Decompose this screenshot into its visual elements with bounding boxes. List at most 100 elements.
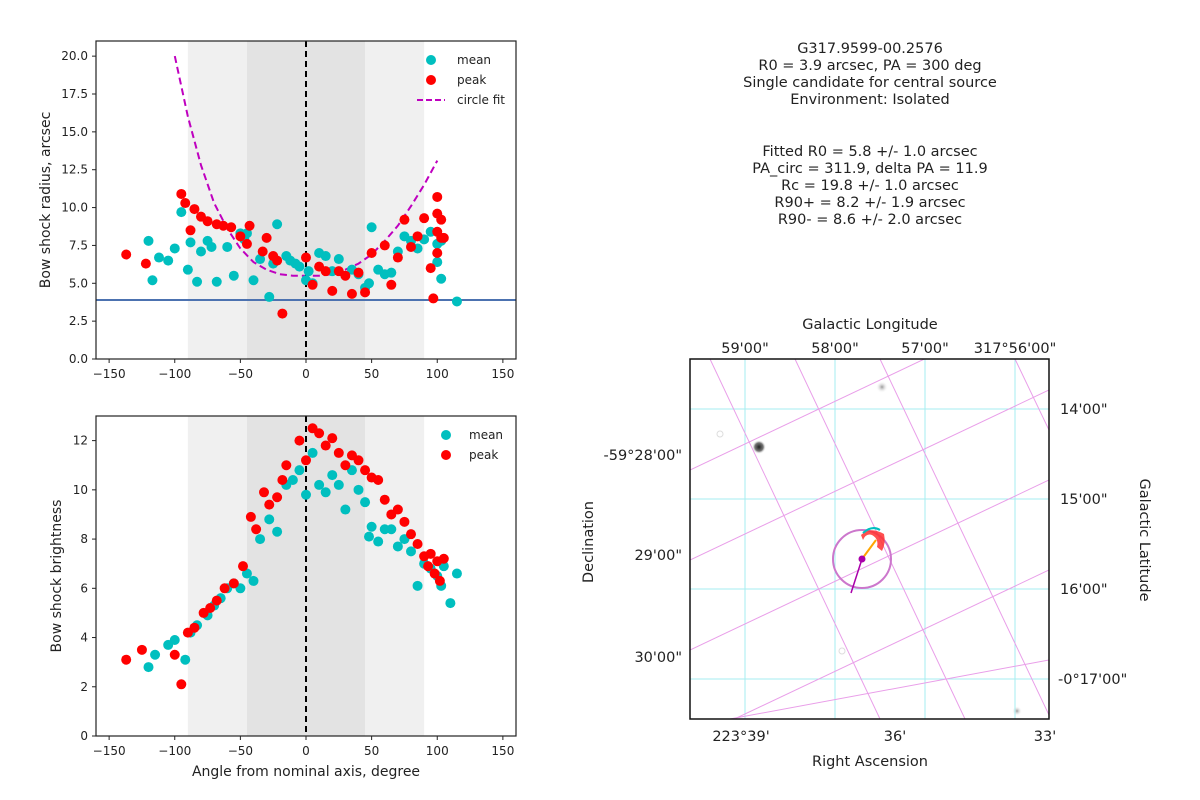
peak-point bbox=[320, 440, 331, 451]
mean-point bbox=[432, 257, 443, 268]
mean-point bbox=[150, 649, 161, 660]
sky-map: Galactic Longitude 59'00" 58'00" 57'00" … bbox=[581, 317, 1152, 770]
peak-point bbox=[373, 475, 384, 485]
mean-point bbox=[154, 252, 164, 263]
declination-title: Declination bbox=[581, 501, 597, 583]
peak-point bbox=[272, 492, 283, 503]
peak-point bbox=[238, 561, 248, 572]
mean-point bbox=[364, 531, 374, 542]
peak-point bbox=[379, 240, 390, 251]
legend-peak-label: peak bbox=[469, 448, 498, 462]
mean-point bbox=[386, 524, 397, 535]
radius-plot-x-ticks: −150 −100 −50 0 50 100 150 bbox=[93, 359, 514, 381]
mean-point bbox=[182, 264, 193, 275]
brightness-plot-points bbox=[121, 423, 462, 690]
fit-circle bbox=[832, 529, 892, 589]
faint-star bbox=[1012, 706, 1022, 716]
bright-star bbox=[752, 440, 766, 454]
info-environment: Environment: Isolated bbox=[790, 92, 950, 108]
fit-r0: Fitted R0 = 5.8 +/- 1.0 arcsec bbox=[762, 144, 977, 160]
peak-point bbox=[176, 188, 187, 199]
peak-point bbox=[235, 231, 246, 242]
x-tick-label: −50 bbox=[228, 744, 253, 758]
peak-point bbox=[211, 595, 222, 606]
peak-point bbox=[189, 204, 200, 215]
x-tick-label: −100 bbox=[158, 367, 191, 381]
peak-point bbox=[169, 649, 180, 660]
galactic-longitude-title: Galactic Longitude bbox=[802, 317, 937, 333]
peak-point bbox=[392, 252, 403, 263]
brightness-plot-x-ticks: −150 −100 −50 0 50 100 150 bbox=[93, 736, 514, 758]
peak-point bbox=[121, 249, 132, 260]
mean-point bbox=[196, 246, 206, 257]
mean-point bbox=[163, 255, 174, 266]
bottom-tick-label: 33' bbox=[1034, 729, 1056, 745]
peak-point bbox=[399, 516, 410, 527]
info-candidate: Single candidate for central source bbox=[743, 75, 997, 91]
peak-point bbox=[360, 465, 371, 476]
peak-point bbox=[301, 455, 311, 466]
brightness-plot-y-ticks: 0 2 4 6 8 10 12 bbox=[73, 434, 96, 743]
galactic-latitude-title: Galactic Latitude bbox=[1136, 479, 1152, 602]
y-tick-label: 15.0 bbox=[61, 125, 88, 139]
y-tick-label: 4 bbox=[80, 631, 88, 645]
mean-point bbox=[206, 241, 217, 252]
x-tick-label: 150 bbox=[491, 744, 514, 758]
central-source-marker bbox=[858, 555, 866, 563]
x-tick-label: −150 bbox=[93, 367, 126, 381]
y-tick-label: 10 bbox=[73, 483, 88, 497]
legend-mean-label: mean bbox=[469, 428, 503, 442]
peak-point bbox=[340, 460, 351, 471]
faint-star bbox=[876, 381, 888, 393]
peak-point bbox=[438, 553, 449, 564]
legend-mean-marker bbox=[426, 55, 436, 65]
mean-point bbox=[392, 541, 403, 552]
left-tick-label: -59°28'00" bbox=[604, 448, 683, 464]
top-tick-label: 58'00" bbox=[811, 341, 859, 357]
mean-point bbox=[436, 273, 447, 284]
mean-point bbox=[353, 484, 364, 495]
peak-point bbox=[333, 447, 344, 458]
peak-point bbox=[423, 561, 434, 572]
radius-plot-legend: mean peak circle fit bbox=[417, 53, 505, 107]
y-tick-label: 0.0 bbox=[69, 352, 88, 366]
left-tick-label: 29'00" bbox=[634, 548, 682, 564]
peak-point bbox=[386, 279, 397, 290]
bow-shock-peak-arc bbox=[861, 530, 885, 551]
peak-point bbox=[340, 270, 351, 281]
mean-point bbox=[176, 207, 187, 218]
x-tick-label: −100 bbox=[158, 744, 191, 758]
right-ascension-title: Right Ascension bbox=[812, 754, 928, 770]
peak-point bbox=[320, 266, 331, 277]
right-tick-label: -0°17'00" bbox=[1058, 672, 1127, 688]
mean-point bbox=[320, 251, 331, 262]
y-tick-label: 5.0 bbox=[69, 276, 88, 290]
mean-point bbox=[272, 219, 283, 230]
peak-point bbox=[180, 198, 191, 209]
top-tick-label: 57'00" bbox=[901, 341, 949, 357]
peak-point bbox=[307, 279, 318, 290]
mean-point bbox=[451, 568, 462, 579]
legend-mean-label: mean bbox=[457, 53, 491, 67]
peak-point bbox=[438, 232, 449, 243]
peak-point bbox=[202, 216, 213, 227]
peak-point bbox=[264, 499, 275, 510]
peak-point bbox=[406, 529, 416, 540]
mean-point bbox=[373, 536, 384, 547]
mean-point bbox=[255, 254, 266, 265]
fit-rc: Rc = 19.8 +/- 1.0 arcsec bbox=[781, 178, 959, 194]
mean-point bbox=[211, 276, 222, 287]
peak-point bbox=[121, 654, 132, 665]
mean-point bbox=[294, 261, 305, 272]
y-tick-label: 2.5 bbox=[69, 314, 88, 328]
brightness-plot-legend: mean peak bbox=[441, 428, 503, 462]
mean-point bbox=[228, 270, 239, 281]
peak-point bbox=[412, 539, 423, 549]
sky-map-content bbox=[690, 359, 1049, 719]
axis-line bbox=[850, 558, 863, 594]
mean-point bbox=[314, 479, 325, 490]
peak-point bbox=[425, 548, 436, 559]
mean-point bbox=[333, 254, 344, 265]
faint-star bbox=[838, 647, 846, 655]
